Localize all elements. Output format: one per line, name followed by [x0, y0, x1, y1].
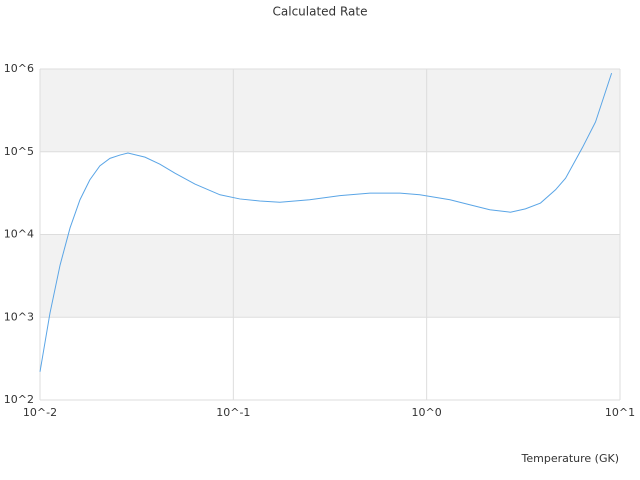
y-tick-label: 10^3 — [4, 310, 34, 323]
chart-title: Calculated Rate — [273, 5, 368, 19]
x-tick-label: 10^-1 — [216, 406, 250, 419]
y-tick-label: 10^2 — [4, 393, 34, 406]
x-tick-label: 10^-2 — [23, 406, 57, 419]
y-tick-label: 10^4 — [4, 228, 34, 241]
x-tick-label: 10^0 — [412, 406, 442, 419]
grid-band — [40, 69, 620, 152]
data-line — [39, 72, 613, 372]
grid-band — [40, 234, 620, 318]
y-tick-label: 10^5 — [4, 145, 34, 158]
x-axis-label: Temperature (GK) — [521, 452, 620, 465]
x-tick-label: 10^1 — [605, 406, 635, 419]
y-tick-label: 10^6 — [4, 62, 34, 75]
